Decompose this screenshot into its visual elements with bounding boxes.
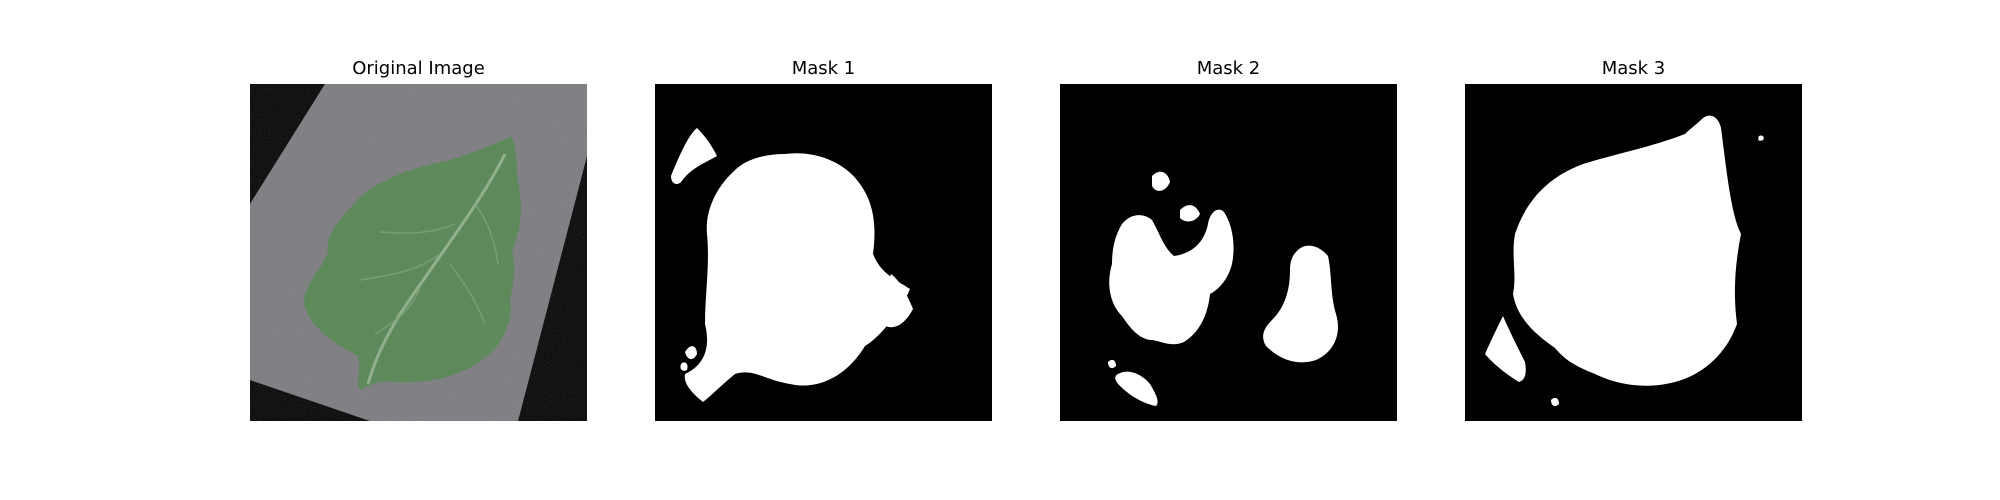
panel-title: Mask 2 [1196,58,1261,79]
mask-2-image [1060,84,1397,421]
mask-1-foreground [671,128,913,402]
mask-2-foreground [1108,171,1338,406]
mask-3-foreground [1485,115,1764,407]
panel-mask-1: Mask 1 [655,0,992,500]
panel-title: Mask 1 [791,58,856,79]
panel-title: Original Image [352,58,485,79]
original-image [250,84,587,421]
panel-original-image: Original Image [250,0,587,500]
panel-mask-2: Mask 2 [1060,0,1397,500]
panel-title: Mask 3 [1601,58,1666,79]
leaf [304,136,522,390]
mask-3-image [1465,84,1802,421]
panel-mask-3: Mask 3 [1465,0,1802,500]
mask-1-image [655,84,992,421]
